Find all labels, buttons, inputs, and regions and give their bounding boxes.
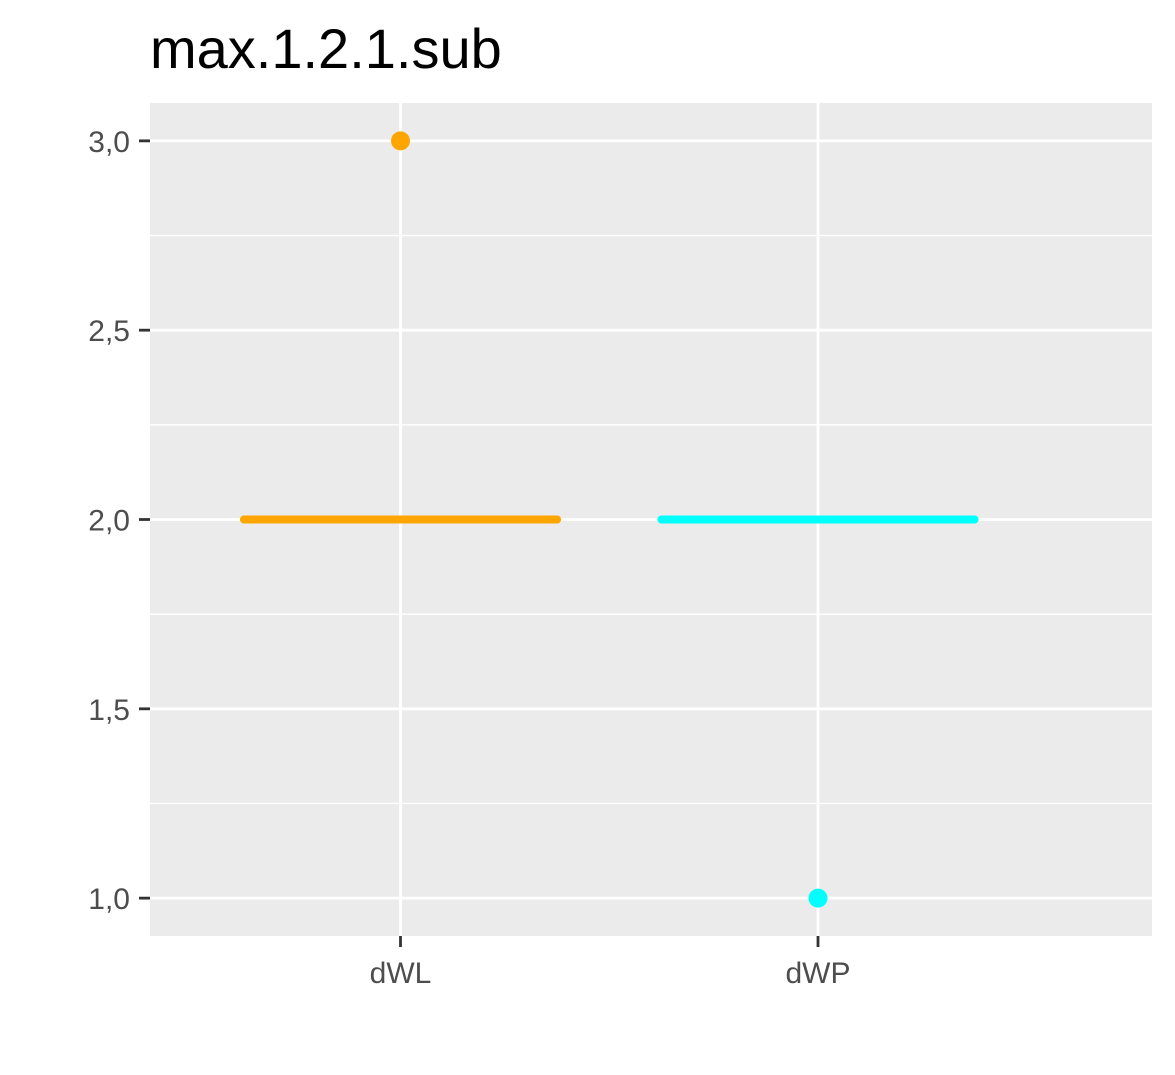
y-tick-label: 1,0 xyxy=(88,883,130,916)
x-tick-label: dWL xyxy=(370,957,432,990)
y-tick-label: 2,0 xyxy=(88,505,130,538)
data-point-dWL xyxy=(391,131,410,151)
data-marks xyxy=(239,131,979,908)
x-tick-label: dWP xyxy=(785,957,850,990)
chart-title: max.1.2.1.sub xyxy=(150,17,502,80)
data-point-dWP xyxy=(808,888,828,908)
y-tick-label: 3,0 xyxy=(88,126,130,159)
y-axis: 1,0 1,5 2,0 2,5 3,0 xyxy=(88,126,150,916)
minor-gridlines xyxy=(150,234,1152,805)
y-tick-label: 2,5 xyxy=(88,315,130,348)
y-tick-label: 1,5 xyxy=(88,694,130,727)
x-axis: dWL dWP xyxy=(370,936,851,990)
